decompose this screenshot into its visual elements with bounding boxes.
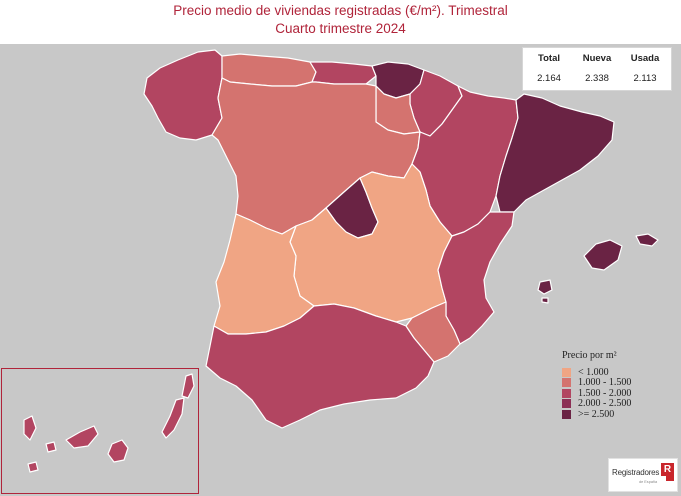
legend-swatch xyxy=(562,388,571,398)
region-comunidad-valenciana xyxy=(437,211,515,345)
stats-table: Total 2.164 Nueva 2.338 Usada 2.113 xyxy=(522,47,672,91)
title-line-2: Cuarto trimestre 2024 xyxy=(275,21,406,36)
stats-col-nueva: Nueva 2.338 xyxy=(573,48,621,84)
stats-value: 2.113 xyxy=(633,73,657,84)
canary-islands-inset-frame xyxy=(1,368,199,494)
title-line-1: Precio medio de viviendas registradas (€… xyxy=(173,3,508,18)
logo-mark-icon: R xyxy=(661,463,674,476)
legend-swatch xyxy=(562,378,571,388)
stats-col-usada: Usada 2.113 xyxy=(621,48,669,84)
region-cataluna xyxy=(495,93,615,213)
region-baleares-menorca xyxy=(635,233,659,247)
region-canarias-la-gomera xyxy=(45,441,57,453)
logo-mark-tail-icon xyxy=(666,476,674,481)
region-canarias-tenerife xyxy=(65,425,99,449)
legend-label: >= 2.500 xyxy=(578,408,615,420)
region-baleares-mallorca xyxy=(583,239,623,271)
region-canarias-la-palma xyxy=(23,415,37,441)
legend-swatch xyxy=(562,399,571,409)
legend-item: >= 2.500 xyxy=(562,409,677,420)
region-canarias-fuerteventura xyxy=(161,397,185,439)
map-title: Precio medio de viviendas registradas (€… xyxy=(0,0,681,46)
legend-label: 1.500 - 2.000 xyxy=(578,387,632,399)
region-galicia xyxy=(143,49,223,141)
legend-label: 1.000 - 1.500 xyxy=(578,377,632,389)
legend-swatch xyxy=(562,409,571,419)
registradores-logo: Registradores de España R xyxy=(608,458,678,492)
legend-item: 2.000 - 2.500 xyxy=(562,398,677,410)
stats-header: Nueva xyxy=(582,53,612,64)
stats-header: Usada xyxy=(630,53,660,64)
stats-value: 2.338 xyxy=(585,73,609,84)
region-canarias-gran-canaria xyxy=(107,439,129,463)
legend-title: Precio por m² xyxy=(562,350,617,361)
legend-item: 1.500 - 2.000 xyxy=(562,388,677,399)
legend-label: 2.000 - 2.500 xyxy=(578,398,632,410)
region-canarias-el-hierro xyxy=(27,461,39,473)
region-andalucia xyxy=(205,303,435,429)
logo-subtext: de España xyxy=(639,480,658,484)
region-cantabria xyxy=(309,61,377,85)
region-canarias-lanzarote xyxy=(181,373,195,399)
stats-value: 2.164 xyxy=(537,73,561,84)
legend-item: < 1.000 xyxy=(562,367,677,378)
legend-item: 1.000 - 1.500 xyxy=(562,377,677,389)
legend-label: < 1.000 xyxy=(578,366,609,378)
region-asturias xyxy=(221,53,317,87)
legend-swatch xyxy=(562,367,571,377)
stats-col-total: Total 2.164 xyxy=(525,48,573,84)
logo-text: Registradores xyxy=(612,468,660,477)
stats-header: Total xyxy=(538,53,560,64)
region-baleares-ibiza xyxy=(537,279,553,295)
region-baleares-formentera xyxy=(541,297,549,304)
legend: Precio por m² < 1.000 1.000 - 1.500 1.50… xyxy=(562,350,677,420)
